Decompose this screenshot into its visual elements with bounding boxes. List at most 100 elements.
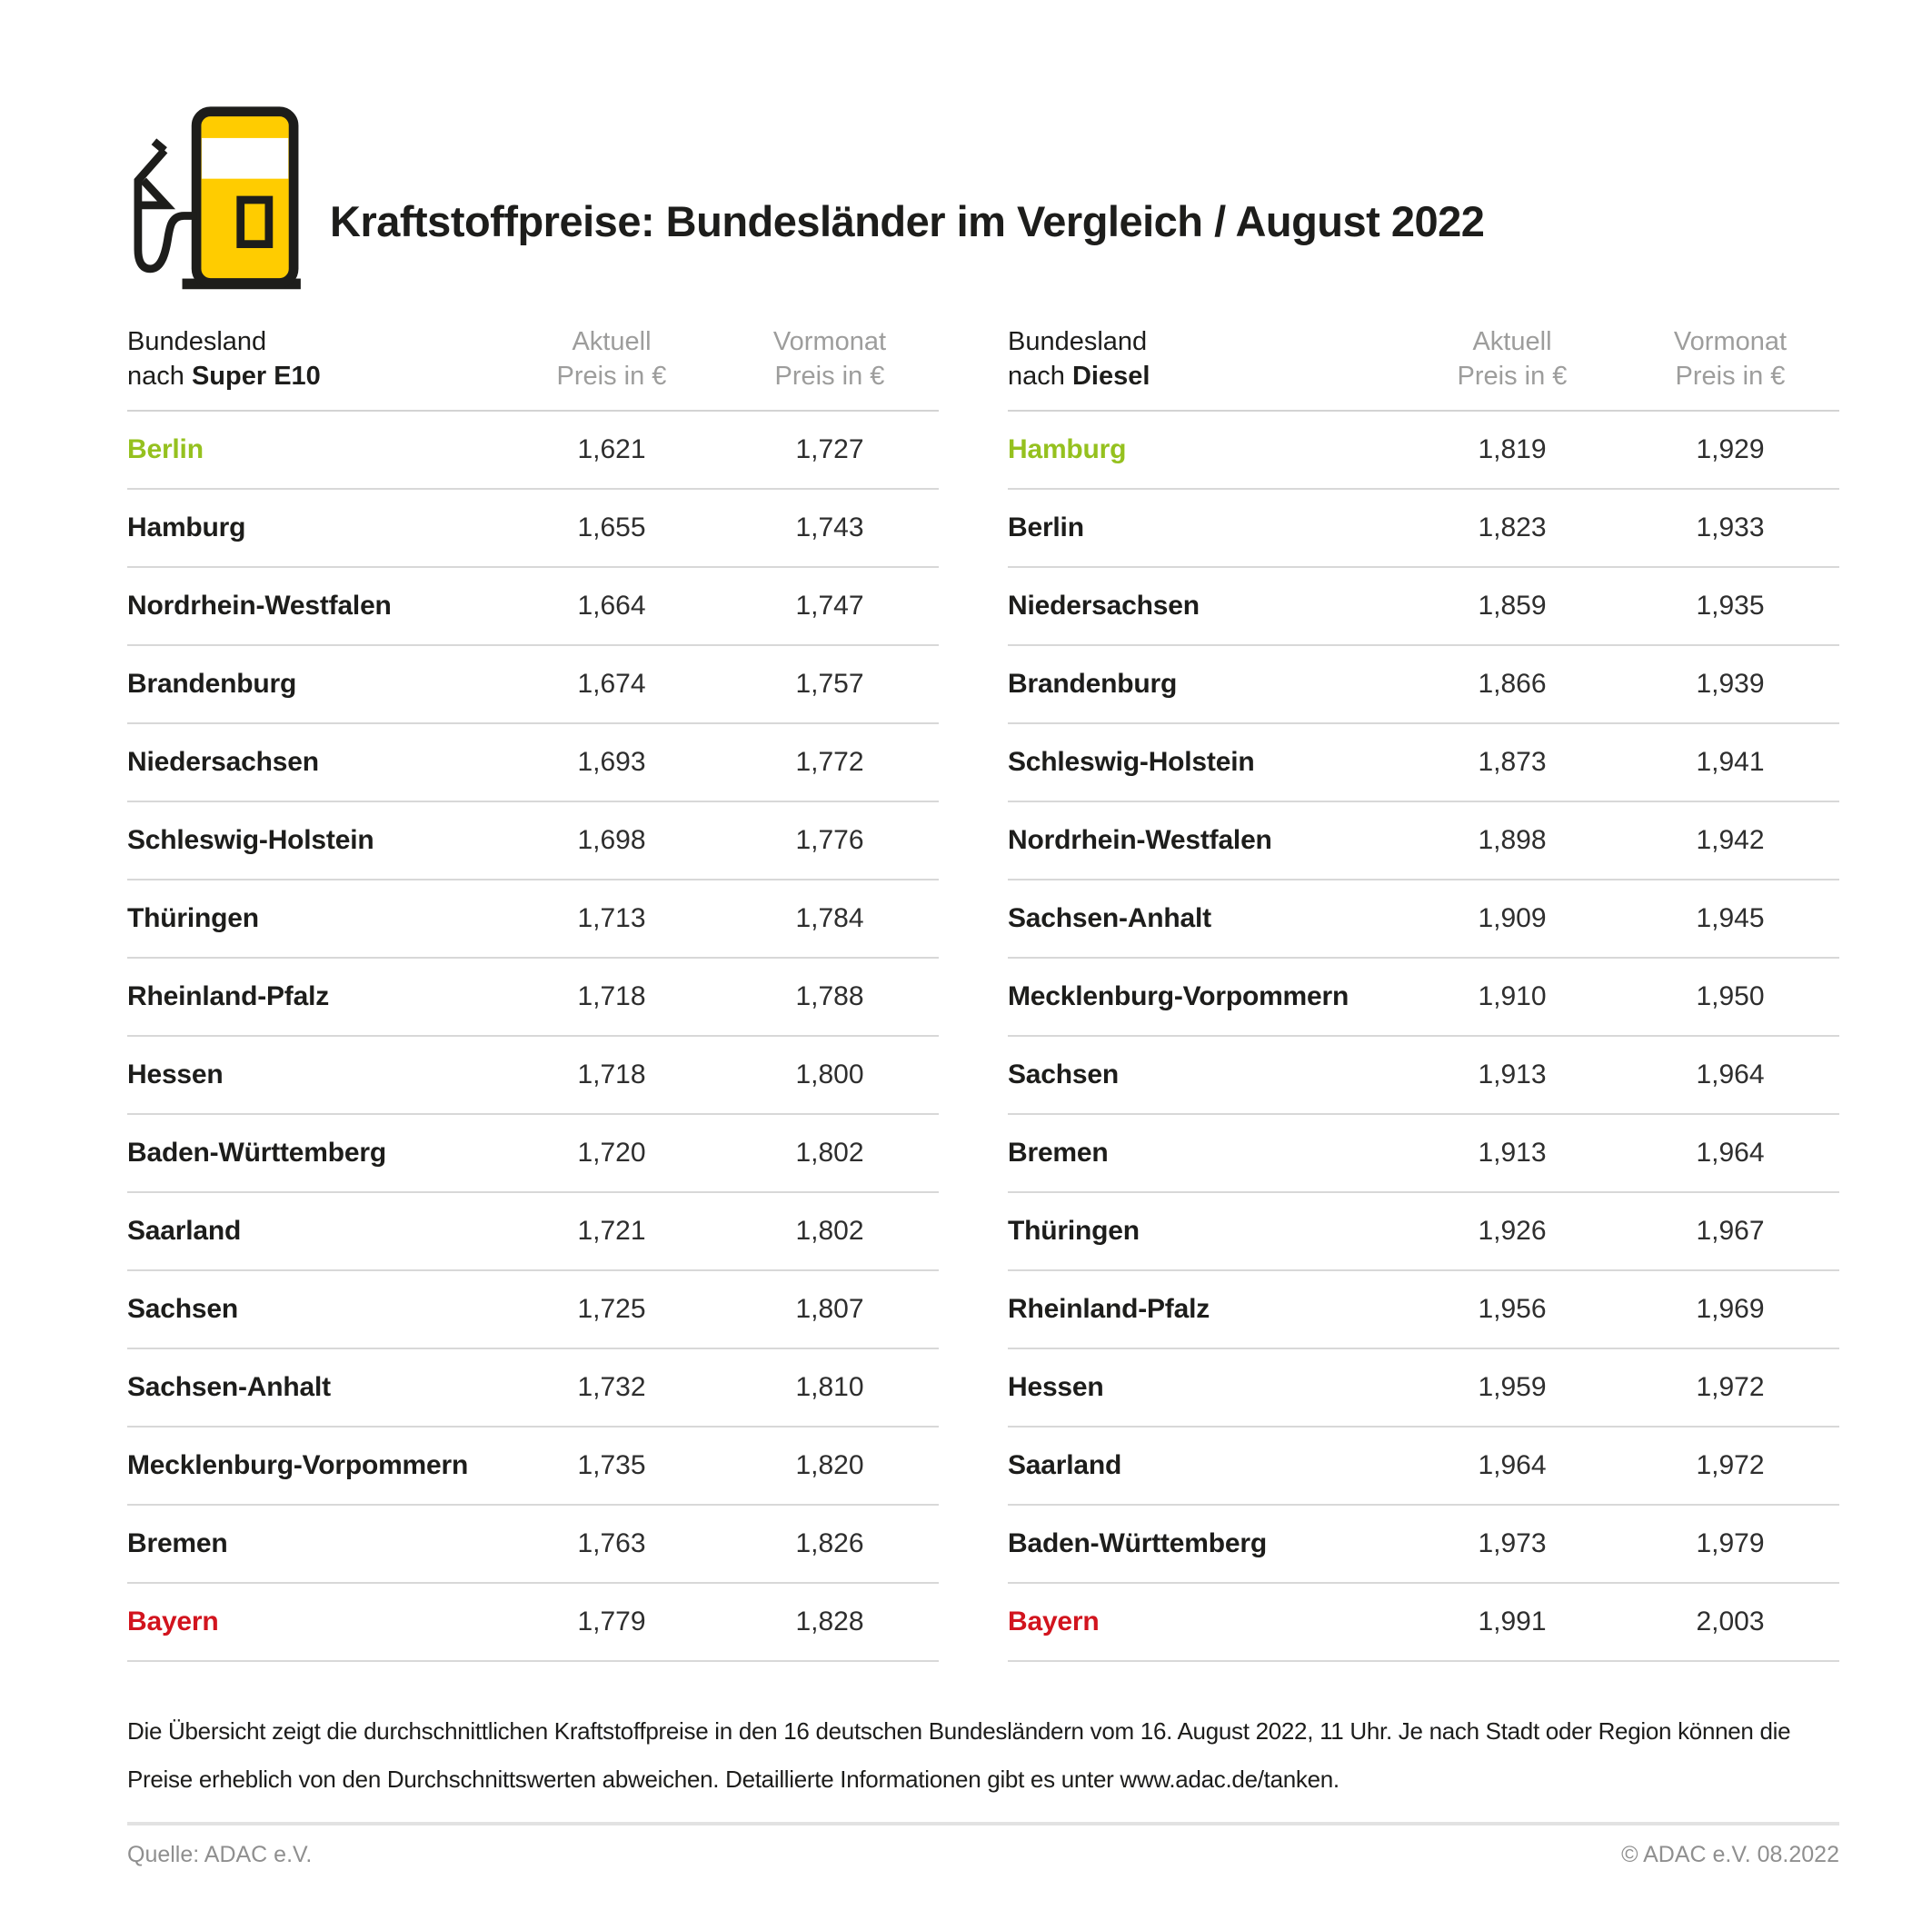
current-price: 1,819 [1478, 434, 1547, 464]
footnote-line: Preise erheblich von den Durchschnittswe… [127, 1766, 1339, 1793]
column-header-bundesland: Bundesland nach Diesel [1008, 324, 1403, 393]
table-row: Bremen 1,913 1,964 [1008, 1115, 1839, 1193]
column-header-prefix: nach [1008, 362, 1072, 391]
current-price: 1,674 [577, 669, 646, 699]
table-row: Rheinland-Pfalz 1,718 1,788 [127, 959, 939, 1037]
previous-price: 1,950 [1696, 981, 1765, 1011]
table-body-diesel: Hamburg 1,819 1,929 Berlin 1,823 1,933 Nieders… [1008, 412, 1839, 1662]
table-row: Brandenburg 1,866 1,939 [1008, 646, 1839, 724]
column-header-line2: Preis in € [556, 362, 667, 391]
column-header-aktuell: Aktuell Preis in € [1403, 324, 1621, 393]
state-name: Brandenburg [1008, 669, 1178, 699]
previous-price: 1,941 [1696, 747, 1765, 777]
table-super-e10: Bundesland nach Super E10 Aktuell Preis … [127, 324, 939, 1662]
current-price: 1,913 [1478, 1138, 1547, 1168]
table-row: Mecklenburg-Vorpommern 1,735 1,820 [127, 1428, 939, 1506]
tables-container: Bundesland nach Super E10 Aktuell Preis … [127, 324, 1839, 1662]
state-name: Nordrhein-Westfalen [127, 591, 392, 621]
previous-price: 1,972 [1696, 1372, 1765, 1402]
current-price: 1,718 [577, 981, 646, 1011]
previous-price: 1,929 [1696, 434, 1765, 464]
state-name: Sachsen-Anhalt [1008, 903, 1211, 933]
fuel-pump-icon [134, 106, 301, 290]
table-row: Saarland 1,721 1,802 [127, 1193, 939, 1271]
current-price: 1,910 [1478, 981, 1547, 1011]
previous-price: 1,784 [795, 903, 864, 933]
table-row: Hessen 1,959 1,972 [1008, 1349, 1839, 1428]
table-row: Sachsen 1,725 1,807 [127, 1271, 939, 1349]
column-header-line1: Vormonat [1673, 327, 1788, 356]
table-row: Berlin 1,823 1,933 [1008, 490, 1839, 568]
current-price: 1,964 [1478, 1450, 1547, 1480]
table-row: Brandenburg 1,674 1,757 [127, 646, 939, 724]
fuel-type-label: Super E10 [191, 362, 321, 391]
previous-price: 1,828 [795, 1607, 864, 1636]
current-price: 1,913 [1478, 1059, 1547, 1089]
table-row: Hessen 1,718 1,800 [127, 1037, 939, 1115]
state-name: Rheinland-Pfalz [1008, 1294, 1210, 1324]
current-price: 1,725 [577, 1294, 646, 1324]
column-header-line1: Aktuell [1472, 327, 1552, 356]
current-price: 1,956 [1478, 1294, 1547, 1324]
column-header-line1: Bundesland [127, 327, 267, 356]
table-row: Saarland 1,964 1,972 [1008, 1428, 1839, 1506]
current-price: 1,732 [577, 1372, 646, 1402]
state-name: Sachsen [1008, 1059, 1119, 1089]
table-row: Sachsen 1,913 1,964 [1008, 1037, 1839, 1115]
previous-price: 1,967 [1696, 1216, 1765, 1246]
current-price: 1,959 [1478, 1372, 1547, 1402]
table-row: Nordrhein-Westfalen 1,898 1,942 [1008, 802, 1839, 880]
previous-price: 1,942 [1696, 825, 1765, 855]
table-row: Bayern 1,991 2,003 [1008, 1584, 1839, 1662]
state-name: Mecklenburg-Vorpommern [1008, 981, 1349, 1011]
current-price: 1,909 [1478, 903, 1547, 933]
current-price: 1,693 [577, 747, 646, 777]
state-name: Bremen [127, 1528, 228, 1558]
state-name: Thüringen [1008, 1216, 1140, 1246]
current-price: 1,991 [1478, 1607, 1547, 1636]
state-name: Berlin [1008, 512, 1084, 542]
previous-price: 1,788 [795, 981, 864, 1011]
table-row: Thüringen 1,926 1,967 [1008, 1193, 1839, 1271]
state-name: Sachsen [127, 1294, 238, 1324]
state-name: Niedersachsen [1008, 591, 1200, 621]
table-header-diesel: Bundesland nach Diesel Aktuell Preis in … [1008, 324, 1839, 412]
current-price: 1,713 [577, 903, 646, 933]
current-price: 1,866 [1478, 669, 1547, 699]
previous-price: 1,935 [1696, 591, 1765, 621]
previous-price: 1,933 [1696, 512, 1765, 542]
table-row: Rheinland-Pfalz 1,956 1,969 [1008, 1271, 1839, 1349]
table-body-super-e10: Berlin 1,621 1,727 Hamburg 1,655 1,743 Nordrhe… [127, 412, 939, 1662]
current-price: 1,898 [1478, 825, 1547, 855]
column-header-aktuell: Aktuell Preis in € [503, 324, 721, 393]
previous-price: 1,772 [795, 747, 864, 777]
state-name: Bayern [127, 1607, 219, 1636]
previous-price: 1,945 [1696, 903, 1765, 933]
previous-price: 1,979 [1696, 1528, 1765, 1558]
column-header-line2: Preis in € [1457, 362, 1568, 391]
table-row: Berlin 1,621 1,727 [127, 412, 939, 490]
current-price: 1,621 [577, 434, 646, 464]
current-price: 1,823 [1478, 512, 1547, 542]
source-note: Quelle: ADAC e.V. [127, 1842, 313, 1867]
previous-price: 1,743 [795, 512, 864, 542]
table-row: Hamburg 1,655 1,743 [127, 490, 939, 568]
previous-price: 1,757 [795, 669, 864, 699]
state-name: Saarland [1008, 1450, 1122, 1480]
column-header-line1: Bundesland [1008, 327, 1148, 356]
copyright-note: © ADAC e.V. 08.2022 [1621, 1842, 1839, 1867]
state-name: Baden-Württemberg [1008, 1528, 1267, 1558]
previous-price: 1,969 [1696, 1294, 1765, 1324]
previous-price: 1,800 [795, 1059, 864, 1089]
table-row: Baden-Württemberg 1,720 1,802 [127, 1115, 939, 1193]
current-price: 1,720 [577, 1138, 646, 1168]
previous-price: 1,810 [795, 1372, 864, 1402]
state-name: Nordrhein-Westfalen [1008, 825, 1272, 855]
table-row: Niedersachsen 1,859 1,935 [1008, 568, 1839, 646]
state-name: Hessen [1008, 1372, 1104, 1402]
column-header-line1: Vormonat [772, 327, 887, 356]
table-row: Sachsen-Anhalt 1,909 1,945 [1008, 880, 1839, 959]
state-name: Berlin [127, 434, 204, 464]
previous-price: 1,802 [795, 1138, 864, 1168]
previous-price: 1,747 [795, 591, 864, 621]
